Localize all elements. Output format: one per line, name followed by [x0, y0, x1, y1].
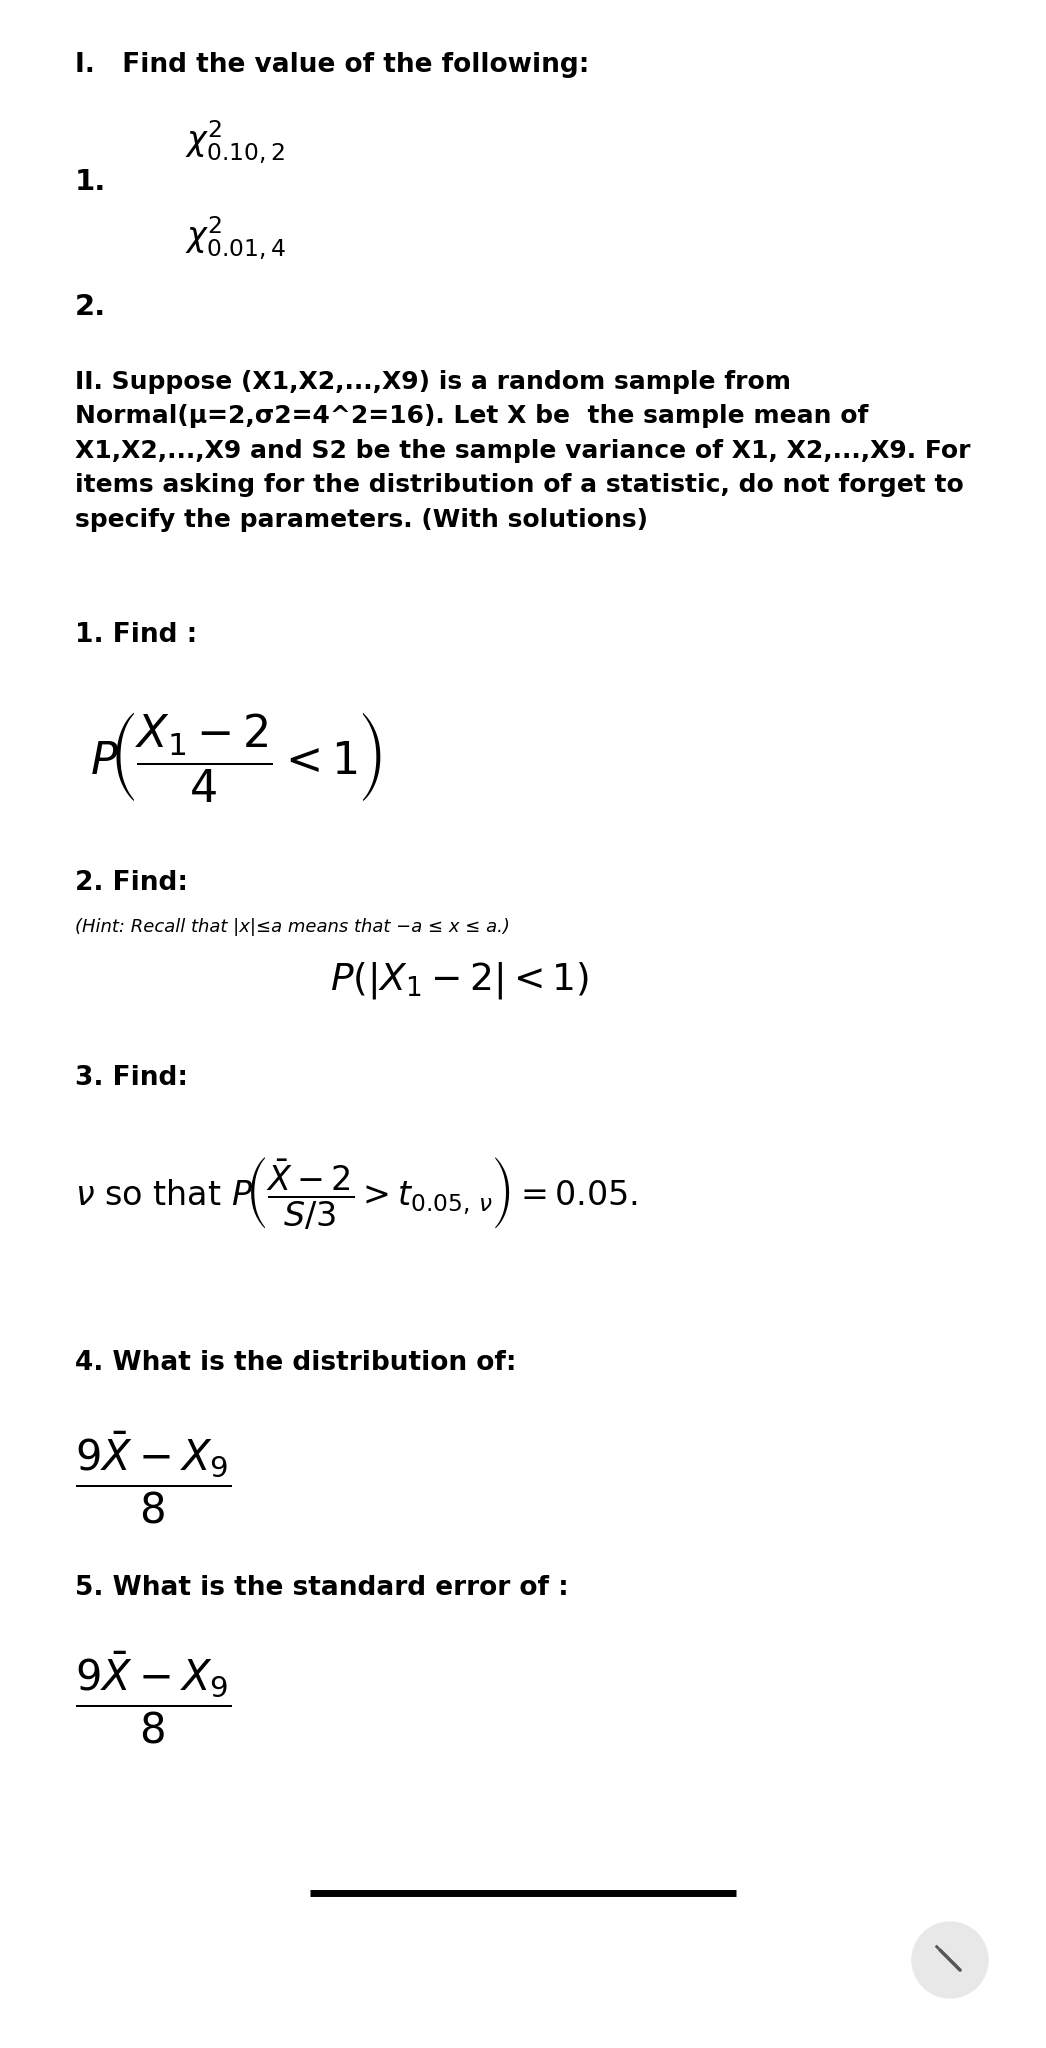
Text: $P\!\left(\dfrac{X_1 - 2}{4} < 1\right)$: $P\!\left(\dfrac{X_1 - 2}{4} < 1\right)$: [90, 711, 382, 805]
Text: 2. Find:: 2. Find:: [75, 870, 188, 897]
Text: II. Suppose (X1,X2,...,X9) is a random sample from
Normal(μ=2,σ2=4^2=16). Let X : II. Suppose (X1,X2,...,X9) is a random s…: [75, 371, 971, 532]
Text: $P(|X_1 - 2| < 1)$: $P(|X_1 - 2| < 1)$: [329, 961, 589, 1001]
Text: $\dfrac{9\bar{X} - X_9}{8}$: $\dfrac{9\bar{X} - X_9}{8}$: [75, 1430, 231, 1526]
Text: 1. Find :: 1. Find :: [75, 623, 198, 647]
Text: 3. Find:: 3. Find:: [75, 1065, 188, 1092]
Text: $\nu$ so that $P\!\left(\dfrac{\bar{X} - 2}{S/3} > t_{0.05,\,\nu}\right) = 0.05.: $\nu$ so that $P\!\left(\dfrac{\bar{X} -…: [75, 1155, 638, 1231]
Text: (Hint: Recall that |x|≤a means that −a ≤ x ≤ a.): (Hint: Recall that |x|≤a means that −a ≤…: [75, 918, 509, 936]
Text: $\chi^2_{0.10,2}$: $\chi^2_{0.10,2}$: [185, 119, 285, 166]
Circle shape: [912, 1921, 988, 1999]
Text: 1.: 1.: [75, 168, 107, 197]
Text: $\chi^2_{0.01,4}$: $\chi^2_{0.01,4}$: [185, 215, 286, 262]
Text: 5. What is the standard error of :: 5. What is the standard error of :: [75, 1575, 569, 1602]
Text: I.   Find the value of the following:: I. Find the value of the following:: [75, 51, 589, 78]
Text: 4. What is the distribution of:: 4. What is the distribution of:: [75, 1350, 517, 1376]
Text: 2.: 2.: [75, 293, 107, 322]
Text: $\dfrac{9\bar{X} - X_9}{8}$: $\dfrac{9\bar{X} - X_9}{8}$: [75, 1651, 231, 1747]
